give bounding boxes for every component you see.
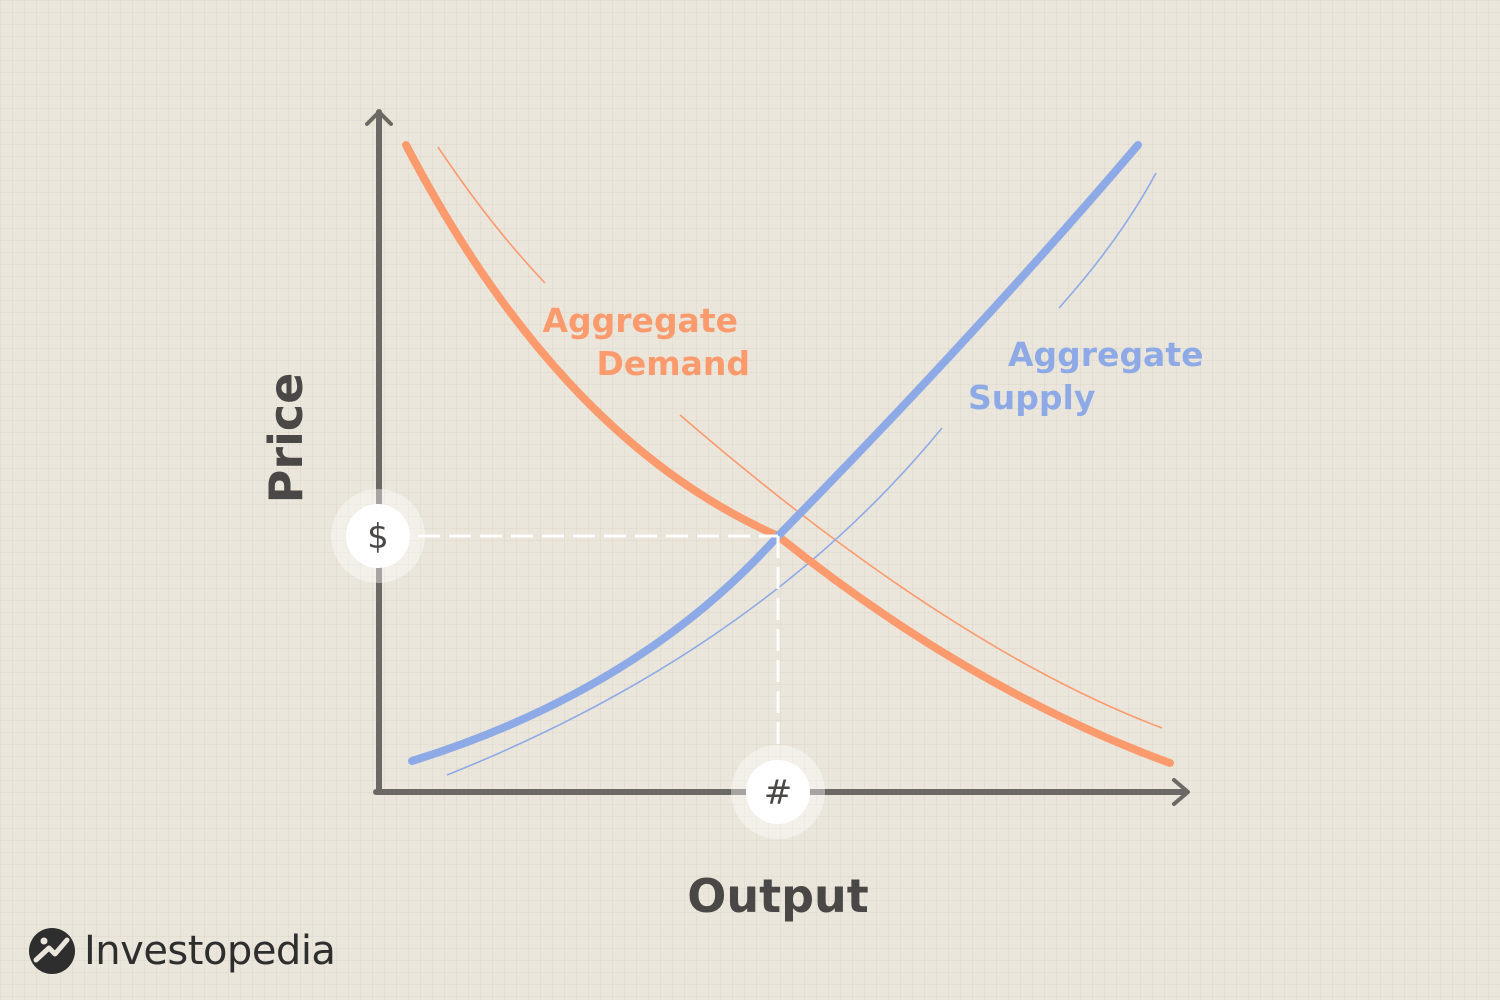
supply-shift-curve-upper [1058, 172, 1157, 309]
demand-shift-curve-lower [679, 414, 1163, 729]
supply-label-line1: Aggregate [1008, 335, 1204, 374]
supply-label-line2: Supply [968, 378, 1095, 417]
output-marker-disc [746, 760, 810, 824]
y-axis-title: Price [259, 373, 313, 504]
output-marker-symbol: # [764, 773, 793, 813]
demand-shift-curve-upper [437, 146, 546, 284]
price-marker-disc [346, 504, 410, 568]
demand-label-line2: Demand [596, 344, 750, 383]
investopedia-wordmark: Investopedia [84, 928, 336, 974]
supply-shift-curve [446, 427, 943, 776]
price-marker: $ [331, 489, 425, 583]
x-axis-title: Output [687, 869, 869, 923]
investopedia-logo: Investopedia [28, 926, 336, 976]
aggregate-supply-curve [408, 141, 1142, 765]
price-marker-symbol: $ [367, 517, 389, 557]
y-axis-arrowhead [365, 110, 393, 126]
demand-label-line1: Aggregate [543, 301, 739, 340]
investopedia-logo-icon [29, 928, 75, 974]
output-marker: # [731, 745, 825, 839]
x-axis-arrowhead [1172, 778, 1190, 806]
